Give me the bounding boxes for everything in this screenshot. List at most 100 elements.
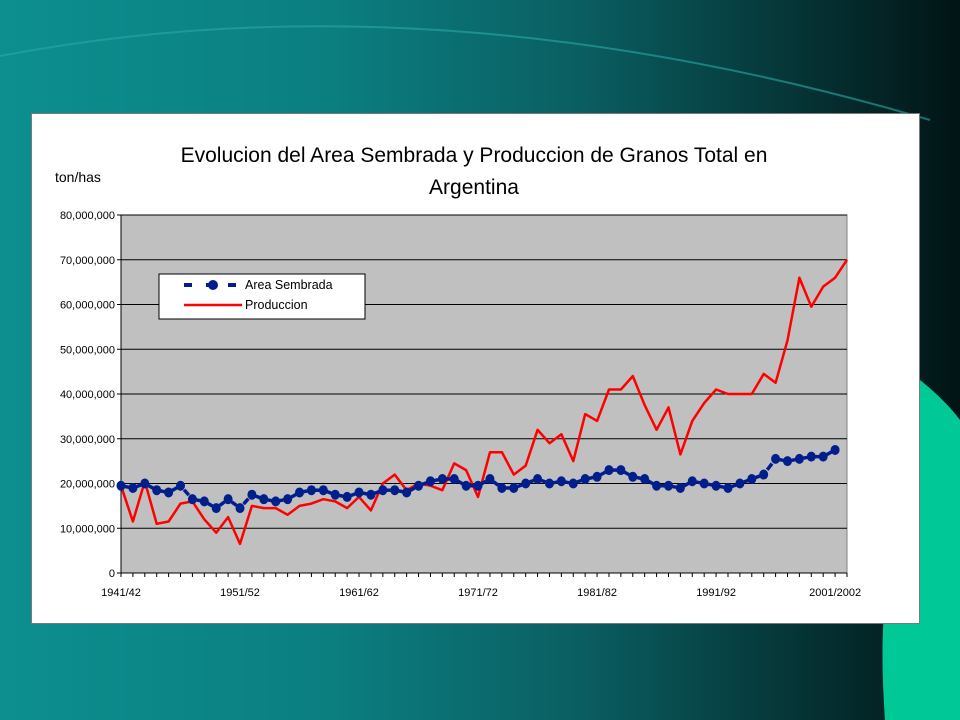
y-tick-label: 50,000,000 bbox=[60, 344, 115, 356]
chart-title-line-1: Evolucion del Area Sembrada y Produccion… bbox=[181, 144, 768, 167]
area-sembrada-dash bbox=[350, 492, 357, 498]
x-tick-label: 2001/2002 bbox=[809, 587, 861, 599]
area-sembrada-dash bbox=[218, 500, 226, 507]
area-sembrada-dash bbox=[182, 488, 191, 497]
area-sembrada-dash bbox=[421, 480, 428, 487]
area-sembrada-point bbox=[235, 503, 245, 514]
y-axis-unit-label: ton/has bbox=[55, 169, 101, 185]
area-sembrada-point bbox=[782, 456, 792, 467]
area-sembrada-dash bbox=[135, 483, 142, 489]
y-axis-ticks: 0 10,000,000 20,000,000 30,000,000 40,000,00… bbox=[60, 210, 122, 580]
area-sembrada-point bbox=[414, 480, 424, 491]
area-sembrada-point bbox=[533, 474, 543, 485]
area-sembrada-point bbox=[330, 489, 340, 500]
area-sembrada-point bbox=[176, 480, 186, 491]
area-sembrada-dash bbox=[647, 479, 654, 486]
area-sembrada-point bbox=[616, 465, 626, 476]
area-sembrada-point bbox=[342, 491, 352, 502]
area-sembrada-point bbox=[699, 478, 709, 489]
area-sembrada-dash bbox=[373, 489, 380, 495]
area-sembrada-point bbox=[794, 453, 804, 464]
area-sembrada-point bbox=[425, 476, 435, 487]
area-sembrada-dash bbox=[254, 494, 261, 500]
chart-title-line-2: Argentina bbox=[429, 176, 519, 199]
area-sembrada-dash bbox=[683, 481, 690, 488]
area-sembrada-point bbox=[354, 487, 364, 498]
area-sembrada-point bbox=[497, 482, 507, 493]
area-sembrada-series bbox=[116, 444, 840, 514]
area-sembrada-point bbox=[830, 444, 840, 455]
area-sembrada-point bbox=[318, 485, 328, 496]
area-sembrada-dash bbox=[230, 500, 238, 507]
area-sembrada-point bbox=[283, 494, 293, 505]
produccion-line bbox=[119, 259, 849, 546]
area-sembrada-point bbox=[402, 487, 412, 498]
area-sembrada-dash bbox=[742, 478, 749, 484]
area-sembrada-dash bbox=[409, 486, 416, 492]
area-sembrada-point bbox=[652, 480, 662, 491]
x-tick-label: 1971/72 bbox=[458, 587, 498, 599]
area-sembrada-point bbox=[711, 480, 721, 491]
area-sembrada-dash bbox=[242, 497, 250, 506]
area-sembrada-point bbox=[437, 474, 447, 485]
green-corner-shape bbox=[882, 380, 960, 720]
area-sembrada-point bbox=[140, 478, 150, 489]
y-tick-label: 80,000,000 bbox=[60, 210, 115, 222]
area-sembrada-point bbox=[187, 494, 197, 505]
legend-area-sembrada-label: Area Sembrada bbox=[245, 278, 333, 292]
area-sembrada-point bbox=[568, 478, 578, 489]
area-sembrada-dash bbox=[326, 489, 333, 495]
y-tick-label: 60,000,000 bbox=[60, 300, 115, 312]
area-sembrada-dash bbox=[207, 501, 214, 508]
area-sembrada-point bbox=[604, 465, 614, 476]
area-sembrada-point bbox=[473, 480, 483, 491]
area-sembrada-point bbox=[247, 489, 257, 500]
area-sembrada-point bbox=[806, 451, 816, 462]
area-sembrada-point bbox=[771, 453, 781, 464]
area-sembrada-point bbox=[747, 474, 757, 485]
chart-svg: Evolucion del Area Sembrada y Produccion… bbox=[55, 144, 861, 599]
area-sembrada-point bbox=[509, 482, 519, 493]
x-tick-label: 1991/92 bbox=[696, 587, 736, 599]
y-tick-label: 20,000,000 bbox=[60, 479, 115, 491]
area-sembrada-point bbox=[485, 474, 495, 485]
area-sembrada-dash bbox=[730, 483, 737, 489]
legend-area-sembrada-marker bbox=[208, 280, 218, 290]
background-arc bbox=[0, 25, 931, 121]
x-tick-label: 1961/62 bbox=[339, 587, 379, 599]
area-sembrada-point bbox=[199, 496, 209, 507]
area-sembrada-dash bbox=[528, 478, 535, 484]
area-sembrada-point bbox=[640, 474, 650, 485]
area-sembrada-dash bbox=[576, 478, 583, 484]
y-tick-label: 10,000,000 bbox=[60, 523, 115, 535]
area-sembrada-point bbox=[592, 471, 602, 482]
y-tick-label: 40,000,000 bbox=[60, 389, 115, 401]
area-sembrada-point bbox=[259, 494, 269, 505]
legend-produccion-label: Produccion bbox=[245, 298, 308, 312]
area-sembrada-dash bbox=[599, 470, 607, 477]
area-sembrada-point bbox=[521, 478, 531, 489]
area-sembrada-point bbox=[223, 494, 233, 505]
y-tick-label: 0 bbox=[109, 568, 115, 580]
area-sembrada-dash bbox=[480, 479, 488, 486]
area-sembrada-dash bbox=[516, 483, 523, 489]
area-sembrada-point bbox=[164, 487, 174, 498]
area-sembrada-point bbox=[390, 485, 400, 496]
area-sembrada-point bbox=[366, 489, 376, 500]
y-tick-label: 70,000,000 bbox=[60, 255, 115, 267]
series-layer bbox=[116, 259, 849, 546]
legend: Area Sembrada Produccion bbox=[158, 273, 366, 320]
x-tick-label: 1941/42 bbox=[101, 587, 141, 599]
area-sembrada-point bbox=[687, 476, 697, 487]
legend-box bbox=[158, 273, 366, 320]
area-sembrada-dash bbox=[147, 483, 154, 490]
area-sembrada-point bbox=[544, 478, 554, 489]
area-sembrada-point bbox=[449, 474, 459, 485]
area-sembrada-point bbox=[628, 471, 638, 482]
area-sembrada-dash bbox=[765, 462, 774, 471]
area-sembrada-point bbox=[735, 478, 745, 489]
area-sembrada-point bbox=[461, 480, 471, 491]
area-sembrada-point bbox=[818, 451, 828, 462]
area-sembrada-point bbox=[295, 487, 305, 498]
